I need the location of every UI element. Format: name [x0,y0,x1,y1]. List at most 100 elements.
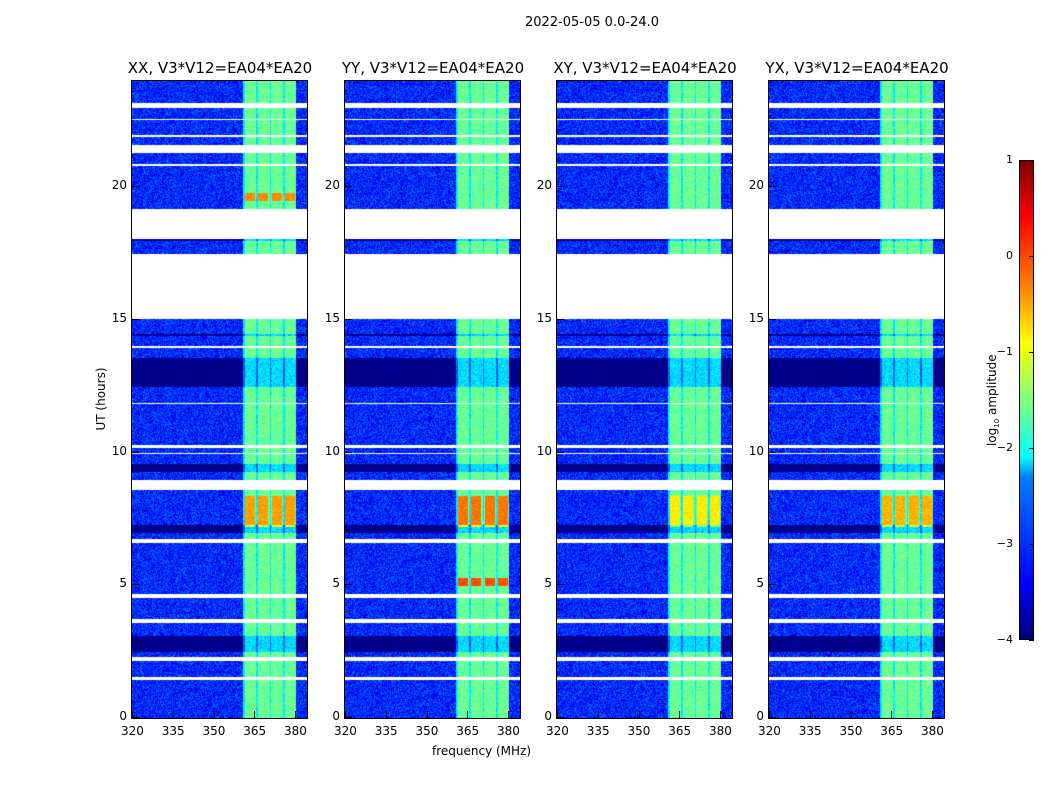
colorbar-tick-label: 1 [1006,153,1013,166]
colorbar-tick-mark [1029,640,1034,641]
y-tick-mark [131,717,139,718]
x-tick-mark [426,711,428,719]
x-tick-mark [172,711,174,719]
colorbar-tick-mark [1029,448,1034,449]
x-tick-mark [254,711,256,719]
panel-title: YX, V3*V12=EA04*EA20 [765,59,949,77]
colorbar-tick-mark [1029,352,1034,353]
y-tick-label: 10 [111,443,127,458]
spectrogram-heatmap [132,81,307,718]
spectrogram-heatmap [769,81,944,718]
y-tick-label: 20 [324,178,340,193]
y-tick-mark [131,318,139,320]
colorbar [1019,160,1034,640]
y-tick-label: 10 [324,443,340,458]
y-tick-mark [344,717,352,718]
y-tick-label: 5 [756,576,764,591]
y-tick-mark [131,186,139,188]
x-tick-label: 350 [202,724,226,738]
x-tick-label: 365 [243,724,267,738]
colorbar-tick-label: 0 [1006,249,1013,262]
spectrogram-panel-2 [556,80,733,719]
x-tick-mark [720,711,722,719]
x-axis-label: frequency (MHz) [432,744,532,758]
y-tick-mark [768,186,776,188]
panel-title: XX, V3*V12=EA04*EA20 [127,59,313,77]
x-tick-mark [295,711,297,719]
y-tick-label: 15 [536,310,552,325]
y-tick-label: 0 [756,709,764,723]
x-tick-mark [679,711,681,719]
x-tick-mark [597,711,599,719]
panel-title: YY, V3*V12=EA04*EA20 [341,59,525,77]
x-tick-label: 335 [374,724,398,738]
spectrogram-panel-0 [131,80,308,719]
y-tick-label: 10 [536,443,552,458]
x-tick-label: 380 [921,724,944,738]
y-tick-mark [344,186,352,188]
x-tick-label: 380 [284,724,307,738]
y-tick-label: 15 [324,310,340,325]
y-tick-label: 20 [748,178,764,193]
x-tick-mark [769,711,770,719]
colorbar-tick-mark [1029,544,1034,545]
x-tick-label: 380 [497,724,520,738]
x-tick-label: 320 [546,724,569,738]
spectrogram-panel-1 [344,80,521,719]
y-tick-label: 0 [544,709,552,723]
y-tick-label: 15 [748,310,764,325]
y-tick-label: 20 [536,178,552,193]
colorbar-label: log10 amplitude [984,354,1002,447]
y-axis-label: UT (hours) [94,367,108,431]
colorbar-tick-label: −2 [996,441,1013,454]
x-tick-label: 350 [839,724,863,738]
spectrogram-panel-3 [768,80,945,719]
x-tick-label: 335 [161,724,185,738]
y-tick-label: 10 [748,443,764,458]
colorbar-tick-mark [1029,160,1034,161]
x-tick-mark [638,711,640,719]
y-tick-mark [768,717,776,718]
x-tick-label: 335 [798,724,822,738]
y-tick-label: 0 [332,709,340,723]
y-tick-mark [344,318,352,320]
x-tick-mark [932,711,934,719]
colorbar-tick-label: −3 [996,537,1013,550]
y-tick-mark [131,451,139,453]
x-tick-label: 320 [334,724,357,738]
y-tick-mark [344,451,352,453]
y-tick-mark [768,584,776,586]
x-tick-label: 350 [627,724,651,738]
x-tick-mark [132,711,133,719]
x-tick-label: 365 [880,724,904,738]
figure-title: 2022-05-05 0.0-24.0 [525,15,659,30]
x-tick-mark [467,711,469,719]
y-tick-mark [556,717,564,718]
y-tick-label: 5 [544,576,552,591]
x-tick-mark [508,711,510,719]
y-tick-mark [556,451,564,453]
x-tick-mark [557,711,558,719]
panel-title: XY, V3*V12=EA04*EA20 [553,59,737,77]
y-tick-mark [131,584,139,586]
y-tick-label: 15 [111,310,127,325]
colorbar-tick-label: −1 [996,345,1013,358]
y-tick-mark [556,318,564,320]
y-tick-mark [768,318,776,320]
y-tick-label: 0 [119,709,127,723]
spectrogram-heatmap [557,81,732,718]
x-tick-label: 320 [121,724,144,738]
x-tick-label: 335 [586,724,610,738]
colorbar-tick-label: −4 [996,633,1013,646]
x-tick-mark [809,711,811,719]
x-tick-label: 350 [415,724,439,738]
x-tick-mark [213,711,215,719]
x-tick-label: 380 [709,724,732,738]
y-tick-label: 5 [119,576,127,591]
y-tick-label: 20 [111,178,127,193]
spectrogram-heatmap [345,81,520,718]
x-tick-mark [850,711,852,719]
x-tick-mark [345,711,346,719]
x-tick-mark [385,711,387,719]
